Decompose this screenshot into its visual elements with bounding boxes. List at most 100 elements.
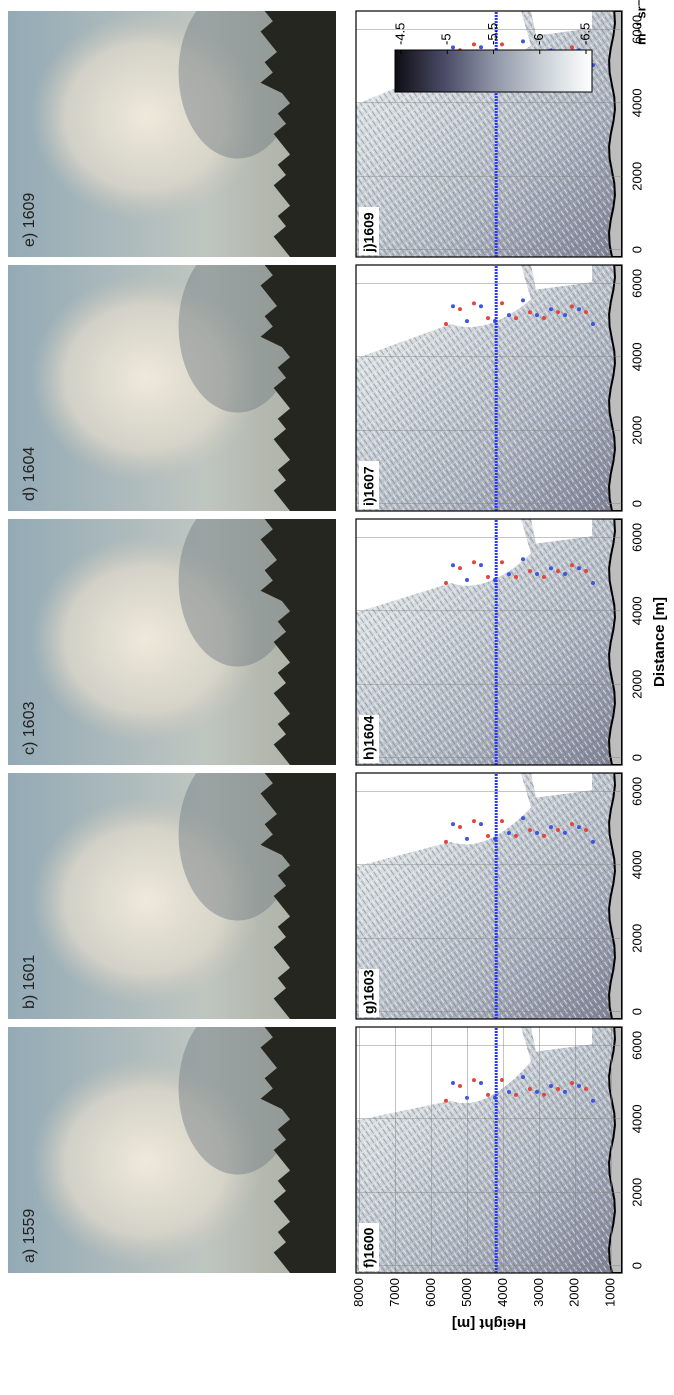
edge-point: [549, 307, 553, 312]
photo-ground: [260, 1027, 336, 1273]
panel-label: g)1603: [361, 969, 377, 1014]
photo-plume: [30, 536, 261, 743]
edge-point: [535, 830, 539, 835]
edge-point: [556, 310, 560, 315]
x-tick-label: 0: [629, 1008, 644, 1015]
panel-frame: [355, 10, 623, 258]
edge-point: [570, 1081, 574, 1086]
colorbar-tick-label: -5.5: [485, 23, 500, 45]
photo-ground: [260, 773, 336, 1019]
edge-point: [584, 827, 588, 832]
edge-point: [479, 1080, 483, 1085]
edge-point: [451, 563, 455, 568]
x-tick-label: 6000: [629, 15, 644, 44]
edge-point: [451, 822, 455, 827]
x-tick-label: 2000: [629, 924, 644, 953]
edge-point: [486, 316, 490, 321]
y-tick-label: 2000: [567, 1278, 582, 1307]
edge-point: [521, 816, 525, 821]
edge-point: [542, 316, 546, 321]
y-tick-label: 6000: [423, 1278, 438, 1307]
x-tick-label: 2000: [629, 1178, 644, 1207]
edge-point: [591, 322, 595, 327]
clear-region: [356, 265, 531, 359]
edge-point: [507, 1089, 511, 1094]
photo: [8, 265, 336, 511]
edge-point: [584, 569, 588, 574]
photo-label: a) 1559: [21, 1209, 38, 1263]
ground: [608, 773, 622, 1019]
edge-point: [500, 301, 504, 306]
edge-point: [500, 1078, 504, 1083]
edge-point: [514, 833, 518, 838]
y-axis-label: Height [m]: [452, 1315, 526, 1332]
edge-point: [521, 39, 525, 44]
edge-point: [528, 310, 532, 315]
photo-plume: [30, 274, 261, 482]
edge-point: [577, 825, 581, 830]
edge-point: [584, 310, 588, 315]
edge-point: [542, 1092, 546, 1097]
edge-point: [479, 563, 483, 568]
lidar-panel: [356, 519, 622, 765]
y-tick-label: 7000: [387, 1278, 402, 1307]
x-tick-label: 4000: [629, 342, 644, 371]
edge-point: [451, 1081, 455, 1086]
colorbar-tick-label: -6.5: [577, 23, 592, 45]
x-axis-label: Distance [m]: [651, 597, 668, 687]
edge-point: [479, 304, 483, 309]
label-box: [359, 1223, 379, 1271]
edge-point: [528, 828, 532, 833]
edge-point: [451, 304, 455, 309]
panel-frame: [355, 264, 623, 512]
edge-point: [472, 560, 476, 565]
ground: [608, 1027, 622, 1273]
y-tick-label: 5000: [459, 1278, 474, 1307]
edge-point: [465, 319, 469, 324]
edge-point: [549, 825, 553, 830]
y-tick-label: 3000: [531, 1278, 546, 1307]
edge-point: [465, 578, 469, 583]
photo: [8, 519, 336, 765]
x-tick-label: 0: [629, 754, 644, 761]
x-tick-label: 0: [629, 500, 644, 507]
colorbar-tick-label: -5: [439, 33, 454, 45]
panel-label: i)1607: [361, 466, 377, 506]
edge-point: [556, 569, 560, 574]
edge-point: [549, 1084, 553, 1089]
x-tick-label: 0: [629, 246, 644, 253]
y-tick-label: 1000: [603, 1278, 618, 1307]
edge-point: [514, 316, 518, 321]
edge-point: [444, 580, 448, 585]
edge-point: [472, 819, 476, 824]
photo-label: b) 1601: [21, 955, 38, 1009]
panel-label: h)1604: [361, 715, 377, 760]
edge-point: [521, 1075, 525, 1080]
x-tick-label: 6000: [629, 523, 644, 552]
photo-plume: [30, 13, 261, 221]
edge-point: [542, 833, 546, 838]
ground: [608, 519, 622, 765]
clear-region: [356, 1027, 531, 1121]
photo: [8, 1027, 336, 1273]
x-tick-label: 6000: [629, 1031, 644, 1060]
edge-point: [570, 822, 574, 827]
clear-region: [356, 773, 531, 867]
colorbar-label: m⁻¹ sr⁻¹: [633, 0, 648, 45]
edge-point: [486, 833, 490, 838]
edge-point: [514, 575, 518, 580]
edge-point: [444, 1098, 448, 1103]
edge-point: [500, 819, 504, 824]
edge-point: [570, 304, 574, 309]
ground: [608, 11, 622, 257]
edge-point: [591, 580, 595, 585]
edge-point: [500, 560, 504, 565]
label-box: [359, 715, 379, 763]
edge-point: [535, 1089, 539, 1094]
photo: [8, 773, 336, 1019]
edge-point: [507, 831, 511, 836]
edge-point: [472, 301, 476, 306]
edge-point: [563, 1089, 567, 1094]
edge-point: [458, 825, 462, 830]
